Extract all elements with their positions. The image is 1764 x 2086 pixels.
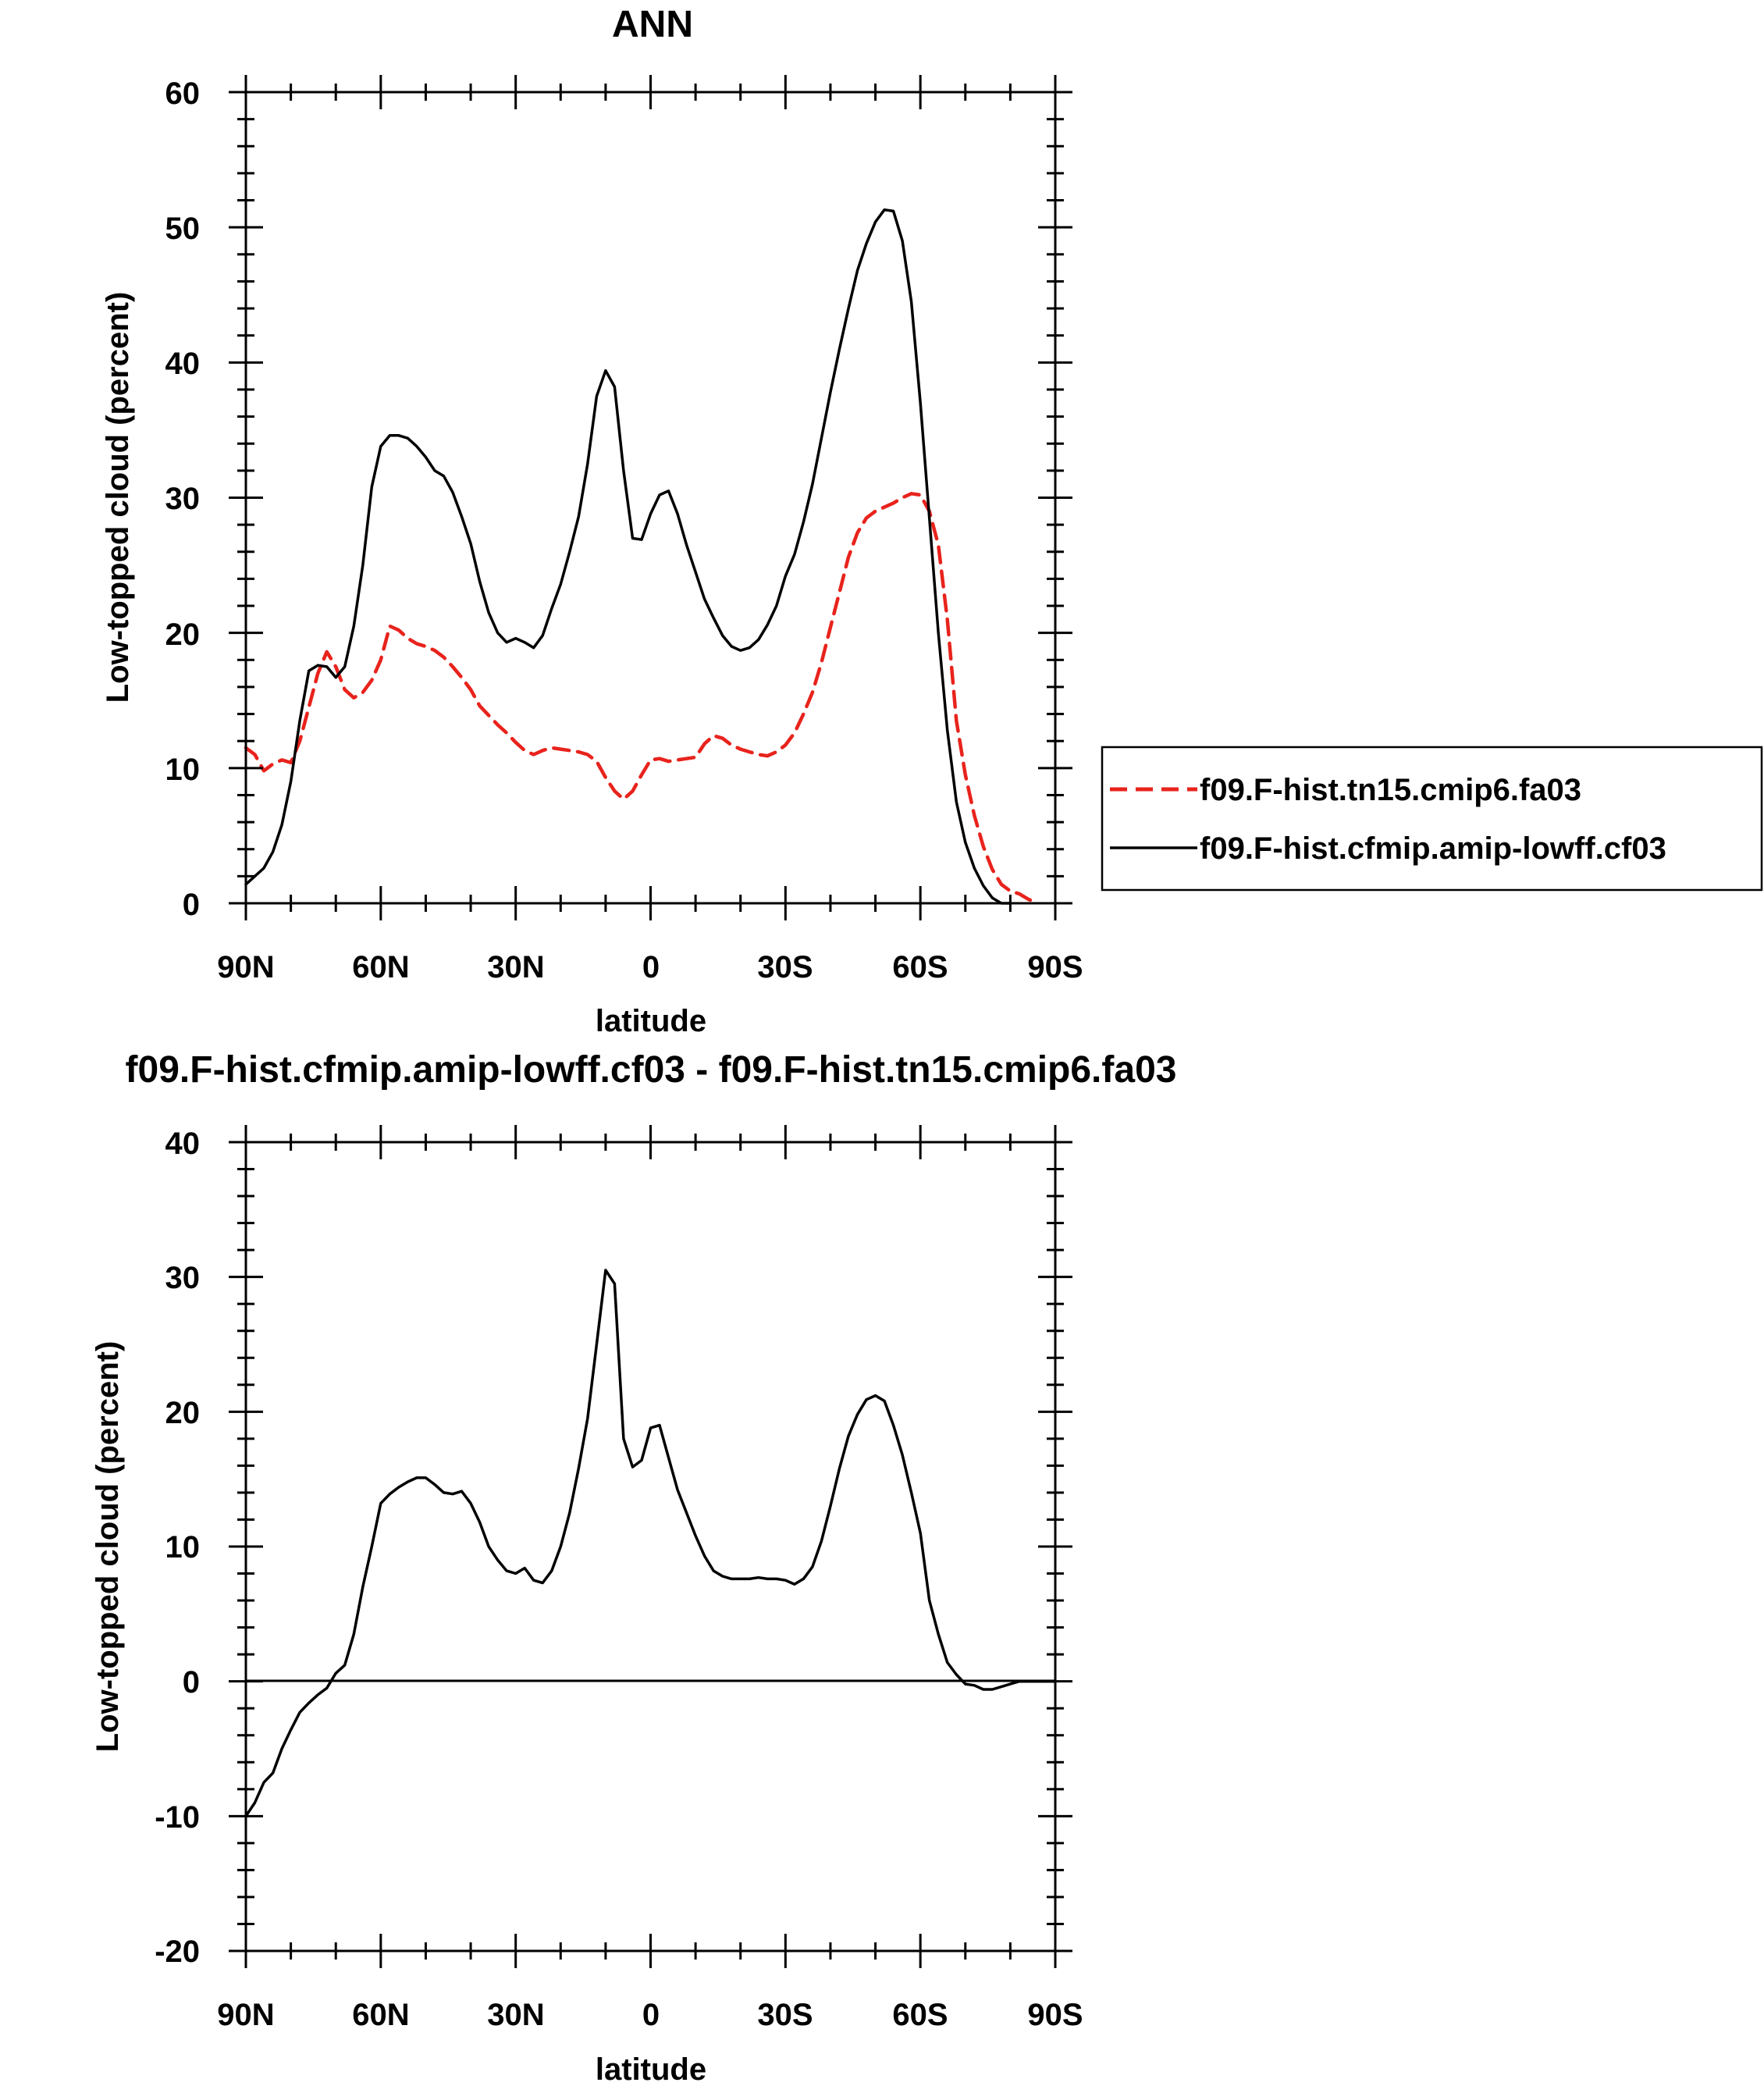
top-y-tick-label: 50: [165, 212, 201, 246]
bottom-y-tick-label: 10: [165, 1530, 201, 1564]
bottom-series-line-0: [244, 1269, 1057, 1818]
top-y-axis-label: Low-topped cloud (percent): [101, 292, 135, 703]
top-series-line-1: [244, 208, 1012, 905]
bottom-y-tick-label: 40: [165, 1127, 201, 1161]
bottom-x-tick-label: 60N: [352, 1998, 409, 2032]
top-y-tick-label: 0: [183, 888, 200, 922]
bottom-y-axis-label: Low-topped cloud (percent): [91, 1341, 125, 1753]
top-y-tick-labels: 0 10 20 30 40 50 60: [165, 77, 201, 922]
bottom-y-tick-label: 20: [165, 1396, 201, 1430]
bottom-x-tick-label: 90N: [217, 1998, 274, 2032]
top-y-tick-label: 40: [165, 347, 201, 381]
bottom-x-tick-labels: 90N 60N 30N 0 30S 60S 90S: [217, 1998, 1083, 2032]
legend-box: [1101, 746, 1763, 892]
top-x-tick-label: 60N: [352, 950, 409, 984]
top-x-tick-label: 0: [642, 950, 660, 984]
top-series-line-0: [244, 492, 1040, 906]
bottom-chart-title: f09.F-hist.cfmip.amip-lowff.cf03 - f09.F…: [126, 1049, 1177, 1091]
bottom-x-tick-label: 30S: [757, 1998, 813, 2032]
top-y-tick-label: 30: [165, 482, 201, 516]
top-x-axis-label: latitude: [596, 1004, 706, 1038]
legend-label-cmip6: f09.F-hist.tn15.cmip6.fa03: [1200, 773, 1581, 807]
bottom-y-tick-label: -20: [155, 1935, 200, 1969]
bottom-y-tick-label: -10: [155, 1800, 200, 1835]
legend: f09.F-hist.tn15.cmip6.fa03 f09.F-hist.cf…: [1101, 746, 1763, 892]
bottom-x-tick-label: 30N: [487, 1998, 544, 2032]
bottom-x-axis-label: latitude: [596, 2052, 706, 2086]
bottom-x-tick-label: 90S: [1027, 1998, 1083, 2032]
top-tick-marks: [229, 75, 1072, 920]
bottom-tick-marks: [229, 1125, 1072, 1968]
bottom-series-group: [244, 1269, 1057, 1818]
top-x-tick-label: 90N: [217, 950, 274, 984]
bottom-x-tick-label: 0: [642, 1998, 660, 2032]
top-y-tick-label: 60: [165, 77, 201, 111]
top-x-tick-label: 30S: [757, 950, 813, 984]
bottom-plot-frame: [244, 1141, 1057, 1953]
top-x-tick-label: 90S: [1027, 950, 1083, 984]
top-y-tick-label: 10: [165, 753, 201, 787]
top-x-tick-label: 30N: [487, 950, 544, 984]
top-x-tick-label: 60S: [892, 950, 948, 984]
bottom-y-tick-label: 30: [165, 1261, 201, 1295]
top-chart-title: ANN: [612, 4, 693, 45]
bottom-y-tick-labels: -20 -10 0 10 20 30 40: [155, 1127, 200, 1969]
legend-label-cfmip: f09.F-hist.cfmip.amip-lowff.cf03: [1200, 831, 1666, 866]
bottom-panel: f09.F-hist.cfmip.amip-lowff.cf03 - f09.F…: [91, 1049, 1176, 2086]
top-panel: ANN 0 10 20 30 40 50 60 90N 60N 30N 0 30…: [101, 4, 1763, 1038]
top-series-group: [244, 208, 1040, 906]
bottom-x-tick-label: 60S: [892, 1998, 948, 2032]
bottom-y-tick-label: 0: [183, 1665, 200, 1700]
top-x-tick-labels: 90N 60N 30N 0 30S 60S 90S: [217, 950, 1083, 984]
top-plot-frame: [244, 91, 1057, 905]
top-y-tick-label: 20: [165, 618, 201, 652]
